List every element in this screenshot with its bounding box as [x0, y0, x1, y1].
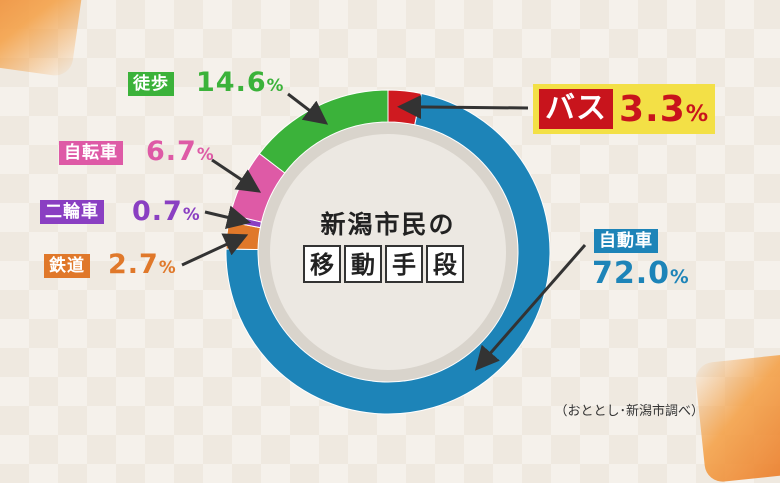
bike-value: 6.7% — [146, 136, 215, 167]
slice-walk — [258, 89, 389, 174]
source-note: （おととし･新潟市調べ） — [554, 404, 704, 419]
leader-line-bus — [397, 94, 529, 119]
subtitle-char: 動 — [344, 245, 382, 283]
bike-label: 自転車 — [59, 141, 123, 165]
walk-value: 14.6% — [196, 67, 285, 98]
slice-car — [225, 92, 551, 415]
leader-line-moto — [204, 205, 252, 230]
rail-value: 2.7% — [108, 249, 177, 280]
walk-label: 徒歩 — [128, 72, 174, 96]
subtitle-char: 移 — [303, 245, 341, 283]
leader-line-car — [474, 244, 587, 371]
moto-value: 0.7% — [132, 196, 201, 227]
car-value: 72.0% — [592, 256, 690, 291]
moto-label: 二輪車 — [40, 200, 104, 224]
bus-label: バス — [539, 89, 613, 129]
chart-title: 新潟市民の — [320, 210, 456, 239]
bus-value: 3.3% — [619, 88, 710, 130]
leader-line-bike — [211, 158, 262, 193]
subtitle-char: 段 — [426, 245, 464, 283]
car-label: 自動車 — [594, 229, 658, 253]
subtitle-char: 手 — [385, 245, 423, 283]
leader-line-rail — [181, 233, 249, 267]
leader-line-walk — [287, 92, 329, 125]
bus-callout: バス 3.3% — [533, 84, 716, 134]
rail-label: 鉄道 — [44, 254, 90, 278]
chart-subtitle: 移 動 手 段 — [303, 245, 464, 283]
